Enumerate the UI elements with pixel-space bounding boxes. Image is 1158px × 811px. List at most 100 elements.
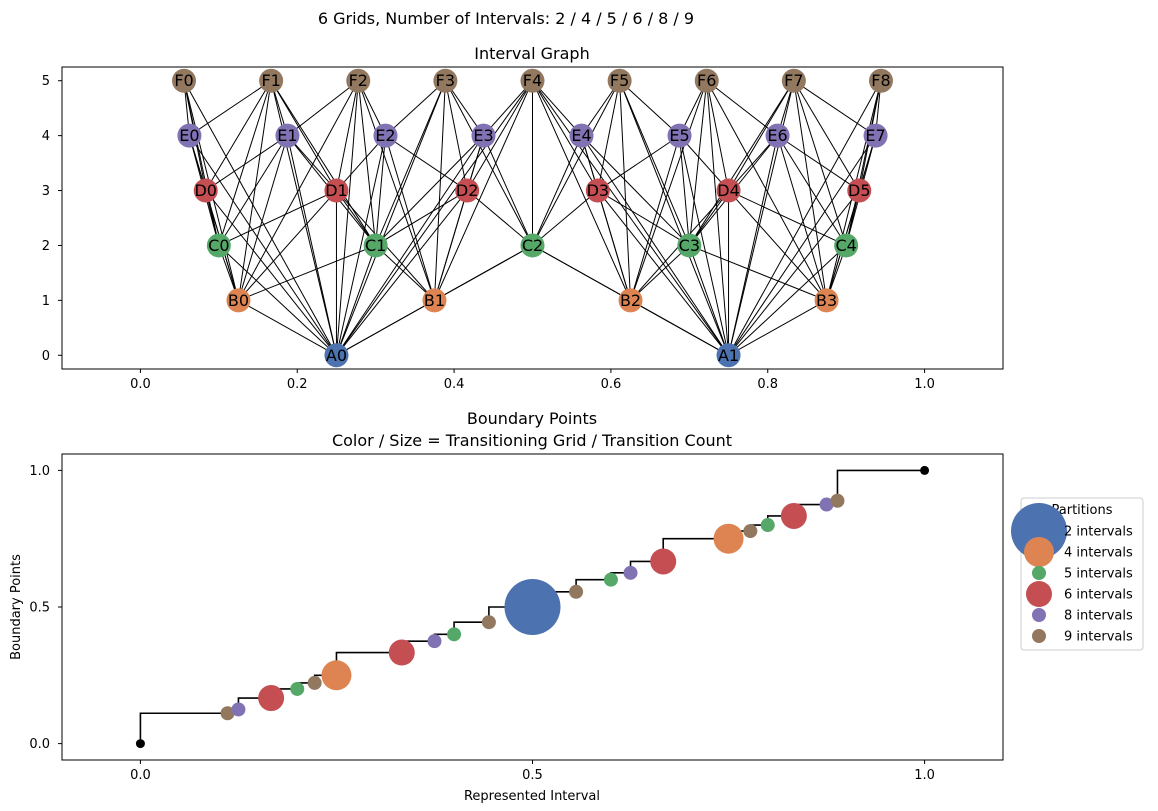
boundary-points-y-axis: 0.0 0.5 1.0	[29, 464, 62, 752]
graph-edge	[679, 135, 690, 246]
boundary-points-x-axis: 0.0 0.5 1.0	[130, 760, 935, 783]
x-tick-label: 0.6	[601, 377, 622, 392]
graph-edge	[581, 135, 729, 356]
graph-edge	[532, 190, 599, 246]
graph-node-F0	[172, 68, 197, 93]
interval-graph-title: Interval Graph	[474, 44, 589, 63]
legend-marker-F	[1032, 629, 1046, 643]
graph-edge	[532, 80, 582, 136]
graph-edge	[728, 135, 876, 356]
graph-edge	[335, 80, 359, 191]
boundary-point-F	[481, 615, 496, 630]
graph-node-E0	[177, 123, 202, 148]
graph-edge	[385, 135, 468, 191]
graph-node-label: F0	[174, 71, 193, 90]
graph-edge	[679, 135, 729, 191]
graph-node-C1	[363, 233, 388, 258]
graph-node-label: C3	[679, 236, 700, 255]
graph-edge	[189, 135, 337, 356]
boundary-point-C	[290, 681, 305, 696]
legend-label: 5 intervals	[1064, 567, 1133, 582]
graph-edge	[728, 135, 778, 191]
graph-node-F1	[259, 68, 284, 93]
boundary-point-C	[447, 627, 462, 642]
graph-edge	[237, 135, 288, 301]
graph-node-label: F6	[697, 71, 716, 90]
graph-node-B2	[618, 288, 643, 313]
graph-node-label: C2	[522, 236, 543, 255]
graph-node-label: D0	[194, 181, 217, 200]
graph-edge	[619, 80, 730, 356]
graph-node-label: F3	[436, 71, 455, 90]
graph-edge	[335, 80, 359, 356]
graph-edge	[384, 135, 435, 301]
graph-edge	[728, 190, 847, 246]
graph-edge	[777, 135, 828, 301]
graph-edge	[532, 80, 621, 246]
graph-edge	[335, 245, 377, 356]
graph-edge	[375, 80, 446, 246]
graph-node-C0	[206, 233, 231, 258]
graph-node-D1	[324, 178, 349, 203]
y-tick-label: 2	[42, 239, 50, 254]
boundary-point-E	[231, 702, 246, 717]
graph-edge	[532, 80, 631, 301]
legend-label: 6 intervals	[1064, 588, 1133, 603]
graph-edge	[237, 80, 359, 301]
graph-edge	[679, 135, 730, 356]
y-tick-label: 0.5	[29, 601, 50, 616]
graph-edge	[336, 80, 533, 356]
graph-edge	[287, 135, 337, 191]
y-tick-label: 0	[42, 349, 50, 364]
graph-node-D3	[585, 178, 610, 203]
boundary-point-F	[307, 675, 322, 690]
graph-edge	[728, 80, 795, 191]
graph-node-label: E0	[179, 126, 199, 145]
graph-edge	[630, 135, 681, 301]
figure-suptitle: 6 Grids, Number of Intervals: 2 / 4 / 5 …	[318, 9, 694, 28]
legend-title: Partitions	[1052, 503, 1113, 518]
graph-node-label: E5	[669, 126, 689, 145]
legend-marker-D	[1026, 581, 1052, 607]
graph-edge	[335, 80, 446, 356]
boundary-point-F	[220, 706, 235, 721]
boundary-point-B	[713, 523, 744, 554]
graph-node-D4	[716, 178, 741, 203]
graph-edge	[630, 245, 690, 301]
legend-label: 8 intervals	[1064, 609, 1133, 624]
interval-graph-frame	[61, 66, 1004, 370]
graph-node-E6	[765, 123, 790, 148]
boundary-points-title-line: Boundary Points	[467, 409, 597, 428]
graph-node-label: E1	[277, 126, 297, 145]
graph-edge	[688, 80, 795, 246]
y-tick-label: 5	[42, 74, 50, 89]
graph-edge	[336, 135, 386, 191]
graph-edge	[793, 80, 828, 301]
graph-node-label: F8	[871, 71, 890, 90]
graph-node-D5	[847, 178, 872, 203]
boundary-point-C	[760, 518, 775, 533]
graph-edge	[218, 80, 272, 246]
legend-marker-C	[1032, 566, 1046, 580]
interval-graph-y-axis: 0 1 2 3 4 5	[42, 74, 62, 364]
graph-node-label: B1	[424, 291, 445, 310]
graph-edge	[728, 80, 882, 356]
graph-edge	[357, 80, 377, 246]
graph-edge	[434, 80, 533, 301]
boundary-point-E	[819, 497, 834, 512]
graph-node-C3	[677, 233, 702, 258]
graph-node-F3	[433, 68, 458, 93]
y-tick-label: 1	[42, 294, 50, 309]
graph-node-label: D5	[848, 181, 871, 200]
graph-edge	[581, 135, 690, 246]
graph-node-F4	[520, 68, 545, 93]
x-tick-label: 0.5	[522, 768, 543, 783]
graph-edge	[238, 244, 376, 301]
boundary-point-D	[388, 639, 415, 666]
graph-edge	[466, 190, 533, 246]
boundary-point-D	[780, 502, 807, 529]
graph-node-E7	[863, 123, 888, 148]
y-tick-label: 0.0	[29, 737, 50, 752]
graph-node-label: E4	[571, 126, 591, 145]
graph-node-F7	[781, 68, 806, 93]
